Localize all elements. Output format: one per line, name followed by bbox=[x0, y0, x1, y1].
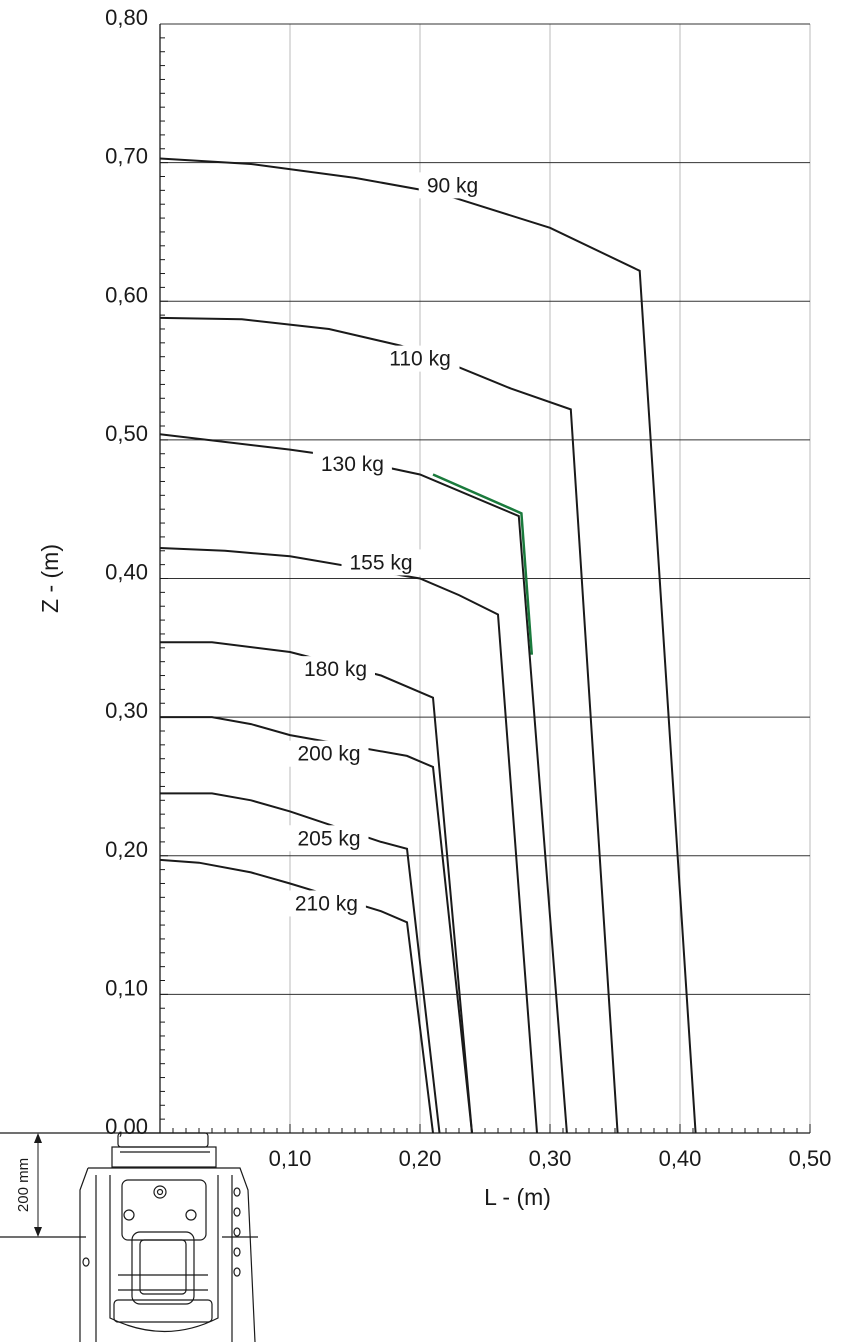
x-tick-label: 0,30 bbox=[529, 1146, 572, 1171]
series-label: 155 kg bbox=[349, 551, 412, 574]
series-label-bg bbox=[418, 172, 487, 199]
series-label-bg bbox=[380, 345, 460, 372]
y-tick-label: 0,80 bbox=[105, 5, 148, 30]
series-label: 205 kg bbox=[297, 827, 360, 850]
series-label-bg bbox=[289, 740, 369, 767]
y-tick-label: 0,50 bbox=[105, 421, 148, 446]
series-label: 110 kg bbox=[389, 348, 451, 371]
series-line bbox=[159, 858, 434, 1134]
series-label: 210 kg bbox=[295, 892, 358, 915]
series-label-bg bbox=[341, 549, 421, 576]
x-tick-label: 0,20 bbox=[399, 1146, 442, 1171]
highlight-line bbox=[432, 473, 534, 655]
series-label-bg bbox=[286, 890, 366, 917]
x-axis-title: L - (m) bbox=[484, 1184, 551, 1210]
grid bbox=[160, 23, 811, 1133]
x-tick-label: 0,10 bbox=[269, 1146, 312, 1171]
series-layer bbox=[159, 157, 697, 1134]
y-tick-label: 0,40 bbox=[105, 560, 148, 585]
y-tick-label: 0,30 bbox=[105, 698, 148, 723]
y-tick-label: 0,70 bbox=[105, 144, 148, 169]
y-tick-label: 0,00 bbox=[105, 1114, 148, 1139]
series-line bbox=[159, 547, 538, 1134]
series-label-bg bbox=[296, 656, 375, 683]
series-label-bg bbox=[312, 450, 392, 477]
y-tick-label: 0,20 bbox=[105, 837, 148, 862]
dimension-200mm: 200 mm bbox=[10, 1132, 70, 1238]
dimension-label: 200 mm bbox=[15, 1158, 32, 1212]
x-tick-label: 0,50 bbox=[789, 1146, 832, 1171]
y-tick-label: 0,60 bbox=[105, 282, 148, 307]
series-label: 180 kg bbox=[304, 658, 367, 681]
series-line bbox=[160, 716, 473, 1134]
series-label: 90 kg bbox=[427, 174, 478, 197]
axes bbox=[0, 24, 811, 1134]
series-line bbox=[160, 641, 473, 1134]
x-tick-label: 0,40 bbox=[659, 1146, 702, 1171]
series-line bbox=[160, 792, 441, 1134]
series-label: 200 kg bbox=[297, 743, 360, 766]
y-tick-label: 0,10 bbox=[105, 975, 148, 1000]
labels: 0,00 0,10 0,20 0,30 0,40 0,50 0,60 0,70 0,80 0,10… bbox=[37, 5, 831, 1210]
series-label: 130 kg bbox=[321, 453, 384, 476]
series-line bbox=[159, 433, 568, 1134]
series-label-bg bbox=[289, 825, 369, 852]
y-axis-title: Z - (m) bbox=[37, 544, 63, 613]
